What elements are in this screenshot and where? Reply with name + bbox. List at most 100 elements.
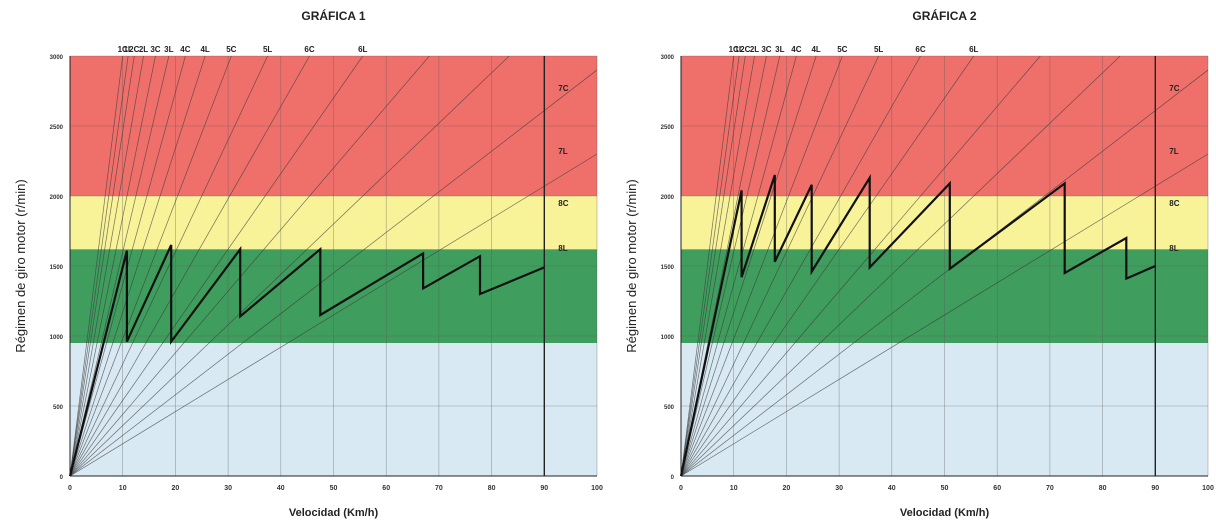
gear-line-7c — [70, 56, 430, 476]
gear-line-5c — [70, 56, 232, 476]
gear-label-5l: 5L — [263, 45, 272, 54]
gear-line-8l — [681, 153, 1208, 476]
gear-label-2c: 2C — [740, 45, 750, 54]
gear-label-1c: 1C — [118, 45, 128, 54]
gear-line-5l — [70, 56, 268, 476]
y-axis-label: Régimen de giro motor (r/min) — [624, 179, 639, 352]
gear-line-3l — [681, 56, 781, 476]
y-axis-label: Régimen de giro motor (r/min) — [13, 179, 28, 352]
gear-label-6c: 6C — [304, 45, 314, 54]
y-tick-label: 2000 — [50, 195, 64, 201]
gear-line-2l — [70, 56, 144, 476]
gear-label-7l: 7L — [558, 147, 567, 156]
gear-label-1l: 1L — [123, 45, 132, 54]
gear-line-2l — [681, 56, 755, 476]
gear-line-1l — [70, 56, 129, 476]
gear-line-1c — [681, 56, 735, 476]
gear-label-8c: 8C — [1169, 199, 1179, 208]
gear-label-4l: 4L — [811, 45, 820, 54]
x-tick-label: 0 — [68, 485, 72, 492]
gear-line-6c — [681, 56, 921, 476]
gear-label-6c: 6C — [915, 45, 925, 54]
y-tick-label: 3000 — [50, 55, 64, 61]
gear-ratio-lines — [70, 56, 597, 476]
gear-label-3c: 3C — [150, 45, 160, 54]
gear-line-7l — [70, 56, 510, 476]
x-tick-label: 60 — [382, 485, 390, 492]
gear-label-7l: 7L — [1169, 147, 1178, 156]
chart-title: GRÁFICA 2 — [912, 8, 977, 23]
gear-line-7c — [681, 56, 1041, 476]
gear-line-1c — [70, 56, 124, 476]
gear-label-7c: 7C — [558, 84, 568, 93]
gear-label-3l: 3L — [775, 45, 784, 54]
y-tick-label: 1500 — [661, 265, 675, 271]
x-tick-label: 90 — [540, 485, 548, 492]
gear-label-2c: 2C — [129, 45, 139, 54]
x-tick-label: 40 — [888, 485, 896, 492]
gear-line-6l — [70, 56, 364, 476]
gear-line-5l — [681, 56, 879, 476]
x-tick-label: 20 — [783, 485, 791, 492]
x-tick-label: 100 — [1202, 485, 1214, 492]
x-tick-label: 80 — [488, 485, 496, 492]
gear-label-6l: 6L — [358, 45, 367, 54]
y-tick-label: 500 — [53, 405, 64, 411]
y-tick-label: 0 — [671, 475, 675, 481]
shift-pattern-line — [68, 244, 545, 477]
chart-title: GRÁFICA 1 — [301, 8, 366, 23]
x-tick-label: 0 — [679, 485, 683, 492]
gear-line-4c — [681, 56, 797, 476]
gear-label-4c: 4C — [180, 45, 190, 54]
gear-line-2c — [70, 56, 135, 476]
y-tick-label: 2500 — [50, 125, 64, 131]
gear-line-4l — [70, 56, 206, 476]
gear-label-5c: 5C — [837, 45, 847, 54]
gear-label-4l: 4L — [200, 45, 209, 54]
chart-panel-2: 0 10 20 30 40 50 60 70 80 90 100050010001500200025… — [624, 8, 1214, 519]
gear-line-3l — [70, 56, 170, 476]
y-tick-label: 3000 — [661, 55, 675, 61]
x-tick-label: 40 — [277, 485, 285, 492]
x-tick-label: 10 — [119, 485, 127, 492]
gear-line-4l — [681, 56, 817, 476]
y-tick-label: 500 — [664, 405, 675, 411]
gear-line-8c — [70, 69, 597, 476]
gear-line-6l — [681, 56, 975, 476]
gear-label-1c: 1C — [729, 45, 739, 54]
gear-label-1l: 1L — [734, 45, 743, 54]
y-tick-label: 2000 — [661, 195, 675, 201]
gear-label-2l: 2L — [139, 45, 148, 54]
gear-label-5c: 5C — [226, 45, 236, 54]
gear-label-4c: 4C — [791, 45, 801, 54]
gear-label-2l: 2L — [750, 45, 759, 54]
y-tick-label: 1000 — [50, 335, 64, 341]
gear-line-7l — [681, 56, 1121, 476]
y-tick-label: 1500 — [50, 265, 64, 271]
x-axis-label: Velocidad (Km/h) — [900, 507, 990, 519]
x-tick-label: 50 — [330, 485, 338, 492]
chart-panel-1: 0 10 20 30 40 50 60 70 80 90 100050010001500200025… — [13, 8, 603, 519]
x-tick-label: 80 — [1099, 485, 1107, 492]
x-tick-label: 90 — [1151, 485, 1159, 492]
gear-line-1l — [681, 56, 740, 476]
x-tick-label: 70 — [1046, 485, 1054, 492]
x-tick-label: 100 — [591, 485, 603, 492]
gear-line-6c — [70, 56, 310, 476]
gear-label-8l: 8L — [558, 244, 567, 253]
y-tick-label: 1000 — [661, 335, 675, 341]
gear-label-7c: 7C — [1169, 84, 1179, 93]
gear-line-5c — [681, 56, 843, 476]
x-tick-label: 30 — [224, 485, 232, 492]
gear-label-8c: 8C — [558, 199, 568, 208]
gear-label-8l: 8L — [1169, 244, 1178, 253]
x-tick-label: 60 — [993, 485, 1001, 492]
y-tick-label: 2500 — [661, 125, 675, 131]
gear-line-2c — [681, 56, 746, 476]
x-tick-label: 70 — [435, 485, 443, 492]
gear-label-3c: 3C — [761, 45, 771, 54]
x-tick-label: 10 — [730, 485, 738, 492]
gear-label-6l: 6L — [969, 45, 978, 54]
gear-line-8l — [70, 153, 597, 476]
